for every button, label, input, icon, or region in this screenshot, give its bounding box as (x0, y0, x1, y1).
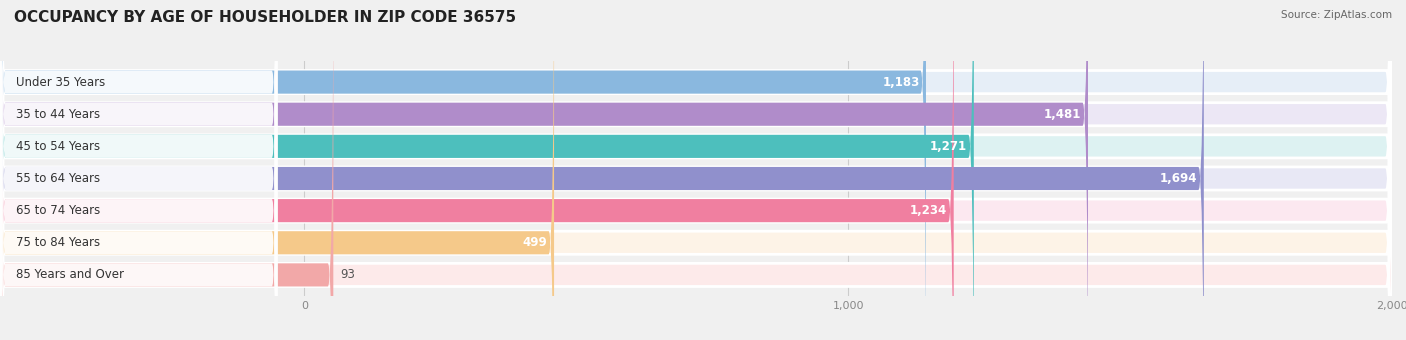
Text: 35 to 44 Years: 35 to 44 Years (17, 108, 100, 121)
Text: 1,481: 1,481 (1045, 108, 1081, 121)
FancyBboxPatch shape (0, 0, 277, 340)
FancyBboxPatch shape (0, 0, 974, 340)
FancyBboxPatch shape (0, 0, 277, 340)
Text: 93: 93 (340, 268, 354, 282)
FancyBboxPatch shape (0, 0, 277, 340)
Text: 55 to 64 Years: 55 to 64 Years (17, 172, 100, 185)
Text: 45 to 54 Years: 45 to 54 Years (17, 140, 100, 153)
Text: OCCUPANCY BY AGE OF HOUSEHOLDER IN ZIP CODE 36575: OCCUPANCY BY AGE OF HOUSEHOLDER IN ZIP C… (14, 10, 516, 25)
Text: 75 to 84 Years: 75 to 84 Years (17, 236, 100, 249)
FancyBboxPatch shape (0, 0, 277, 340)
FancyBboxPatch shape (0, 0, 333, 340)
Text: Source: ZipAtlas.com: Source: ZipAtlas.com (1281, 10, 1392, 20)
FancyBboxPatch shape (0, 0, 277, 340)
FancyBboxPatch shape (0, 0, 1088, 340)
Text: 1,234: 1,234 (910, 204, 948, 217)
Text: 499: 499 (523, 236, 547, 249)
FancyBboxPatch shape (0, 0, 953, 340)
FancyBboxPatch shape (0, 0, 927, 340)
Text: 1,271: 1,271 (931, 140, 967, 153)
Text: Under 35 Years: Under 35 Years (17, 75, 105, 89)
Text: 1,183: 1,183 (882, 75, 920, 89)
FancyBboxPatch shape (0, 0, 1204, 340)
FancyBboxPatch shape (0, 0, 554, 340)
Text: 85 Years and Over: 85 Years and Over (17, 268, 124, 282)
Text: 1,694: 1,694 (1160, 172, 1198, 185)
Text: 65 to 74 Years: 65 to 74 Years (17, 204, 101, 217)
FancyBboxPatch shape (0, 0, 277, 340)
FancyBboxPatch shape (0, 0, 277, 340)
